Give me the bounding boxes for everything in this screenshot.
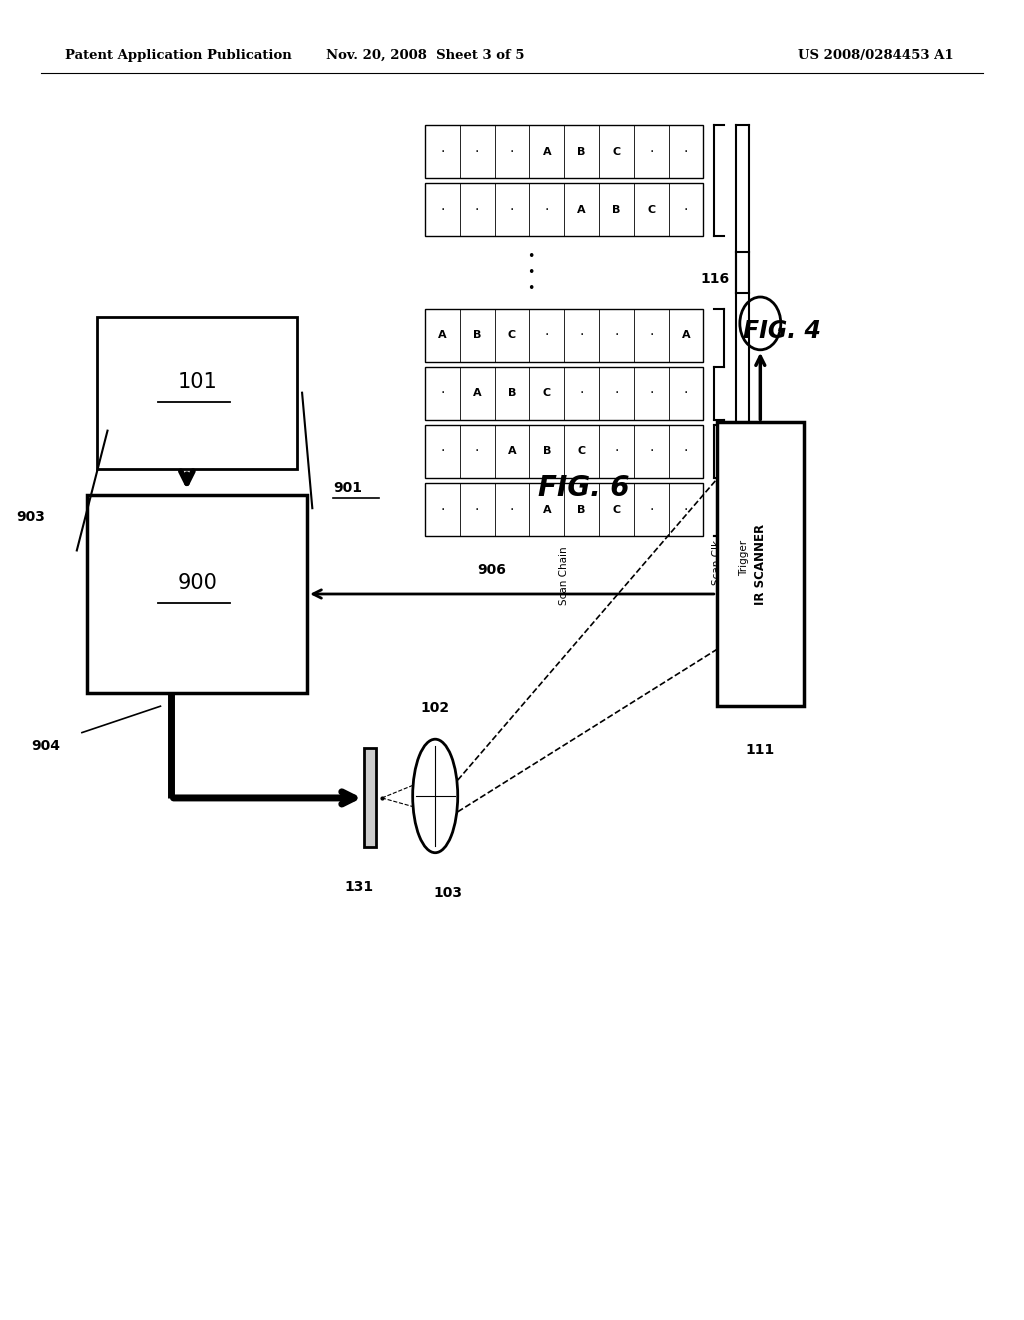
Text: A: A [438, 330, 446, 341]
Text: 131: 131 [345, 880, 374, 895]
Text: ·: · [440, 203, 444, 216]
Bar [87, 495, 307, 693]
Text: 900: 900 [177, 573, 217, 594]
Bar [425, 367, 703, 420]
Text: C: C [612, 504, 621, 515]
Text: •: • [527, 267, 535, 279]
Text: ·: · [510, 203, 514, 216]
Bar [364, 748, 376, 847]
Text: C: C [647, 205, 655, 215]
Text: Trigger: Trigger [739, 540, 750, 576]
Text: ·: · [440, 503, 444, 516]
Text: 111: 111 [745, 743, 775, 758]
Text: Scan Clk: Scan Clk [712, 540, 722, 585]
Text: ·: · [510, 145, 514, 158]
Text: A: A [682, 330, 690, 341]
Text: B: B [473, 330, 481, 341]
Text: FIG. 6: FIG. 6 [538, 474, 629, 503]
Text: ·: · [580, 387, 584, 400]
Bar [97, 317, 297, 469]
Text: A: A [578, 205, 586, 215]
Text: C: C [508, 330, 516, 341]
Ellipse shape [413, 739, 458, 853]
Text: ·: · [649, 387, 653, 400]
Text: ·: · [614, 445, 618, 458]
Text: A: A [543, 504, 551, 515]
Text: ·: · [649, 145, 653, 158]
Text: B: B [578, 504, 586, 515]
Text: A: A [508, 446, 516, 457]
Text: ·: · [440, 445, 444, 458]
Text: ·: · [475, 503, 479, 516]
Text: 116: 116 [700, 272, 729, 286]
Text: ·: · [684, 387, 688, 400]
Text: 906: 906 [477, 562, 506, 577]
Text: ·: · [649, 503, 653, 516]
Text: C: C [612, 147, 621, 157]
Text: ·: · [649, 329, 653, 342]
Text: ·: · [684, 445, 688, 458]
Text: 102: 102 [421, 701, 450, 715]
Text: 101: 101 [177, 372, 217, 392]
Text: •: • [527, 251, 535, 263]
Text: ·: · [475, 203, 479, 216]
Text: C: C [543, 388, 551, 399]
Text: ·: · [475, 145, 479, 158]
Bar [425, 309, 703, 362]
Text: ·: · [580, 329, 584, 342]
Text: ·: · [440, 145, 444, 158]
Text: ·: · [545, 329, 549, 342]
Text: C: C [578, 446, 586, 457]
Bar [425, 483, 703, 536]
Text: 903: 903 [16, 510, 45, 524]
Text: ·: · [684, 503, 688, 516]
Text: ·: · [614, 387, 618, 400]
Text: ·: · [440, 387, 444, 400]
Text: ·: · [649, 445, 653, 458]
Text: B: B [578, 147, 586, 157]
Text: Patent Application Publication: Patent Application Publication [65, 49, 291, 62]
Bar [425, 125, 703, 178]
Text: A: A [543, 147, 551, 157]
Text: ·: · [475, 445, 479, 458]
Text: B: B [612, 205, 621, 215]
Text: 901: 901 [333, 480, 361, 495]
Text: ·: · [614, 329, 618, 342]
Text: 103: 103 [433, 886, 462, 900]
Text: ·: · [545, 203, 549, 216]
Text: FIG. 4: FIG. 4 [743, 318, 821, 343]
Bar [425, 425, 703, 478]
Text: Scan Chain: Scan Chain [559, 546, 569, 605]
Text: IR SCANNER: IR SCANNER [754, 524, 767, 605]
Text: Nov. 20, 2008  Sheet 3 of 5: Nov. 20, 2008 Sheet 3 of 5 [326, 49, 524, 62]
Text: ·: · [684, 203, 688, 216]
Text: A: A [473, 388, 481, 399]
Text: US 2008/0284453 A1: US 2008/0284453 A1 [798, 49, 953, 62]
Text: •: • [527, 282, 535, 294]
Text: B: B [508, 388, 516, 399]
Text: 904: 904 [32, 739, 60, 752]
Bar [717, 422, 804, 706]
Text: B: B [543, 446, 551, 457]
Text: ·: · [684, 145, 688, 158]
Text: ·: · [510, 503, 514, 516]
Bar [425, 183, 703, 236]
